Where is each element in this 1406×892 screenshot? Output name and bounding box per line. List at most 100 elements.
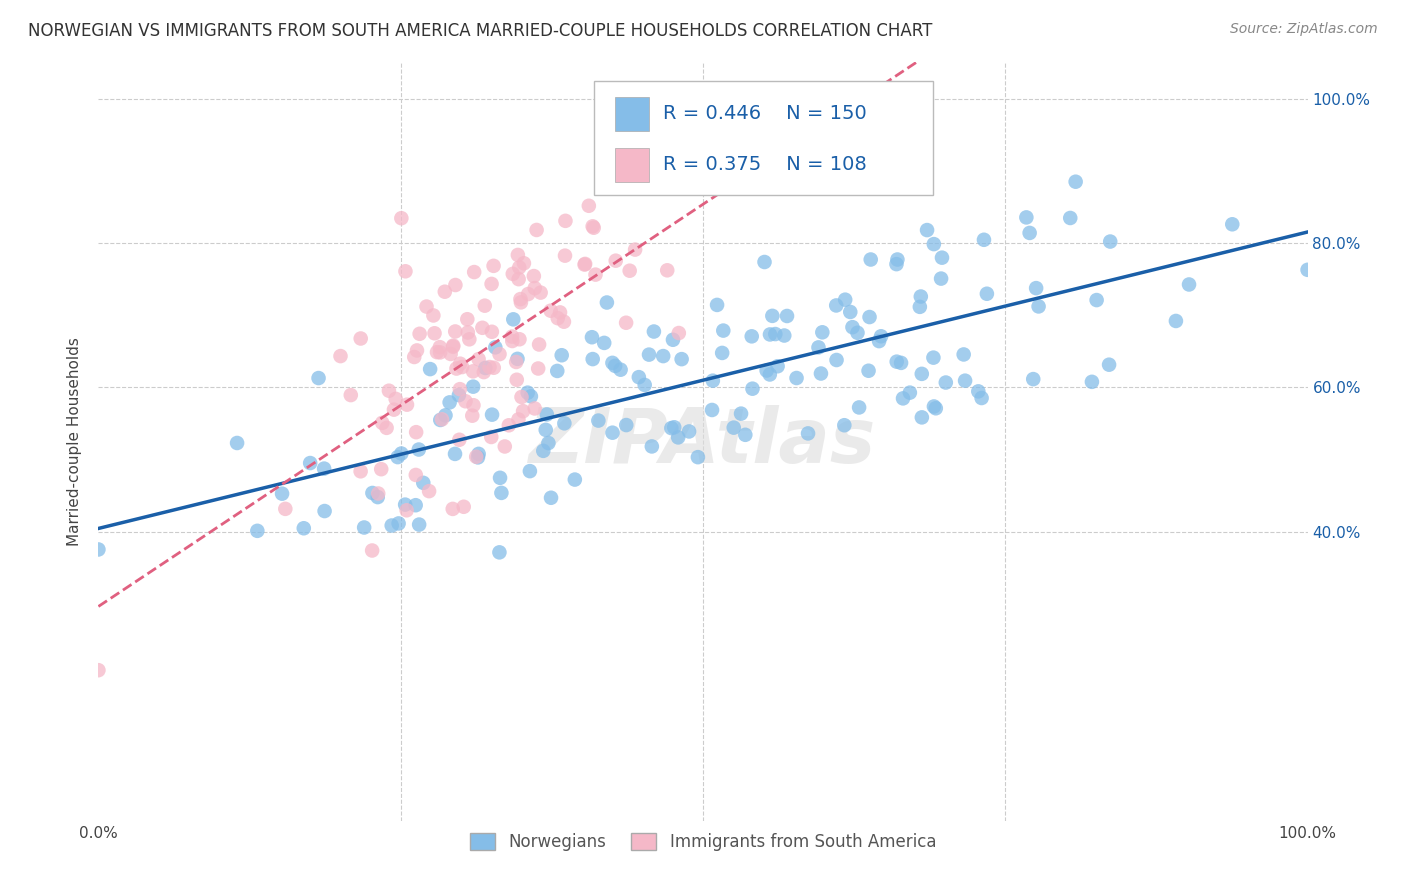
Point [394,264,416,278]
Point [482,259,505,273]
Point [405,467,427,482]
Point [741,329,763,343]
Point [387,516,409,531]
Point [381,518,404,533]
Point [508,332,530,346]
Point [501,329,523,343]
Point [481,277,503,291]
Point [741,382,763,396]
Point [491,486,513,500]
Point [846,326,869,340]
Point [412,475,434,490]
Point [444,278,467,293]
Point [641,439,664,453]
Point [1015,211,1038,225]
Point [723,420,745,434]
Point [226,436,249,450]
Point [314,461,336,475]
Point [449,357,471,371]
Point [526,223,548,237]
Point [886,252,908,267]
Point [925,401,948,416]
Point [454,394,477,409]
Point [501,334,523,348]
Point [702,374,724,388]
Point [662,333,685,347]
Point [271,486,294,500]
Point [967,384,990,399]
Point [554,214,576,228]
Point [922,237,945,252]
Point [810,367,832,381]
Point [502,267,524,281]
Point [463,398,485,412]
Point [367,490,389,504]
Point [433,285,456,299]
Point [547,311,569,326]
Point [314,504,336,518]
Point [657,263,679,277]
Point [467,352,489,367]
Point [1028,300,1050,314]
Point [510,390,533,404]
Point [776,309,799,323]
Point [686,450,709,465]
Point [395,398,418,412]
Point [456,312,478,326]
Point [441,340,464,354]
Point [616,160,638,174]
Point [634,378,657,392]
Point [472,365,495,379]
Point [371,416,394,430]
Point [911,410,934,425]
Point [419,362,441,376]
Point [609,362,631,376]
Point [582,219,605,234]
Point [825,353,848,368]
Point [531,443,554,458]
Point [444,447,467,461]
Point [367,486,389,500]
Point [482,360,505,375]
Point [523,281,546,295]
Point [465,450,488,464]
Point [908,300,931,314]
Point [405,498,427,512]
Point [953,374,976,388]
Y-axis label: Married-couple Households: Married-couple Households [66,337,82,546]
Point [759,327,782,342]
Point [886,257,908,271]
Text: NORWEGIAN VS IMMIGRANTS FROM SOUTH AMERICA MARRIED-COUPLE HOUSEHOLDS CORRELATION: NORWEGIAN VS IMMIGRANTS FROM SOUTH AMERI… [28,22,932,40]
Point [389,211,412,226]
Point [506,373,529,387]
Point [627,370,650,384]
Point [349,464,371,478]
Point [825,298,848,312]
Point [308,371,330,385]
Point [516,385,538,400]
Point [506,351,529,366]
Point [797,426,820,441]
Point [441,502,464,516]
Point [404,350,426,364]
Point [423,326,446,341]
Point [551,348,574,362]
Point [574,258,596,272]
Point [1164,314,1187,328]
Point [498,418,520,433]
Point [706,298,728,312]
Point [761,309,783,323]
Point [602,425,624,440]
Point [807,340,830,354]
Point [426,345,449,359]
Point [463,379,485,393]
Point [444,325,467,339]
Point [87,542,110,557]
Point [292,521,315,535]
Point [585,268,607,282]
Point [1059,211,1081,225]
FancyBboxPatch shape [614,148,648,182]
Point [664,420,686,434]
Point [387,450,409,464]
Point [520,389,543,403]
